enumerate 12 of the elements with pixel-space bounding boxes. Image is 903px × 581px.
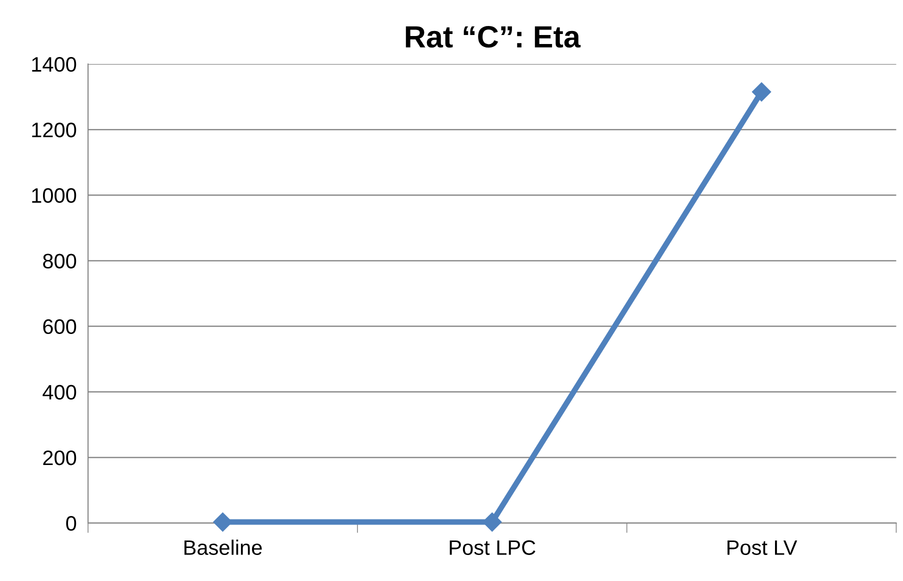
y-tick-label: 600 [43, 319, 76, 334]
x-tick-label: Post LV [728, 540, 798, 555]
chart-title: Rat “C”: Eta [406, 26, 581, 48]
y-tick-label: 400 [42, 384, 76, 400]
y-tick-label: 0 [66, 516, 76, 531]
x-tick-label: Baseline [184, 540, 262, 555]
y-tick-label: 800 [43, 254, 76, 268]
y-tick-label: 200 [43, 450, 76, 466]
x-tick-label: Post LPC [450, 540, 536, 555]
y-tick-label: 1000 [32, 188, 76, 203]
y-tick-label: 1400 [32, 57, 76, 72]
y-tick-label: 1200 [32, 122, 76, 138]
